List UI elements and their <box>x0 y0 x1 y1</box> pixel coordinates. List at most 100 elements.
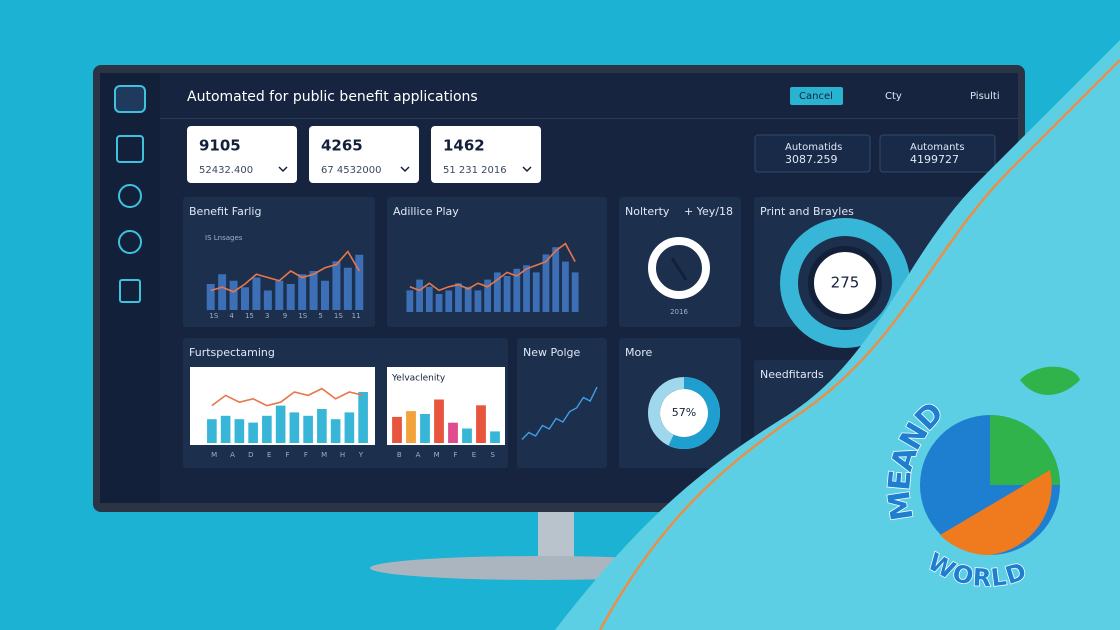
logo-leaf <box>1020 366 1080 395</box>
summary-label: Automants <box>910 142 965 153</box>
x-label: B <box>397 451 402 459</box>
stat-value: 9105 <box>199 137 241 155</box>
chevron <box>278 166 288 173</box>
donut-inner <box>808 246 882 320</box>
gauge-ring <box>648 237 710 299</box>
x-label: E <box>472 451 476 459</box>
bar <box>355 254 364 310</box>
x-label: 15 <box>245 312 254 320</box>
bar <box>206 284 215 310</box>
bar <box>263 290 272 310</box>
stat-card <box>309 126 419 183</box>
bar <box>490 431 500 443</box>
bar <box>330 419 341 443</box>
stat-sub: 67 4532000 <box>321 165 381 176</box>
bar <box>445 290 453 312</box>
stat-value: 4265 <box>321 137 363 155</box>
logo-land <box>990 415 1060 485</box>
bar <box>229 280 238 310</box>
donut-hole <box>660 389 708 437</box>
x-label: A <box>230 451 235 459</box>
x-label: M <box>434 451 440 459</box>
bar <box>303 415 313 443</box>
card-title: Yelvaclenity <box>391 374 446 384</box>
x-label: D <box>248 451 253 459</box>
panel-caption: 2016 <box>670 308 688 316</box>
summary-box <box>754 134 871 173</box>
bar <box>392 416 402 443</box>
x-label: M <box>321 451 327 459</box>
header-title: Automated for public benefit application… <box>187 89 478 105</box>
gauge-hand <box>670 257 688 281</box>
x-label: 4 <box>229 312 234 320</box>
button-label[interactable]: Cancel <box>799 91 833 102</box>
panel-tag: + Yey/18 <box>684 205 733 218</box>
summary-label: Automatids <box>785 142 842 153</box>
summary-value: 3087.259 <box>785 153 838 166</box>
button-label[interactable]: Cty <box>885 91 902 102</box>
panel-title: More <box>625 346 653 359</box>
trend-line <box>211 387 364 407</box>
x-label: 3 <box>265 312 269 320</box>
header-divider <box>160 118 1018 119</box>
donut-label: 57% <box>672 406 696 419</box>
x-label: 1S <box>209 312 218 320</box>
bar <box>275 280 284 310</box>
panel-title: Furtspectaming <box>189 346 275 359</box>
bar <box>532 272 540 312</box>
x-label: Y <box>358 451 364 459</box>
bar <box>464 286 472 312</box>
panel-title: New Polge <box>523 346 580 359</box>
panel-title: Adillice Play <box>393 205 459 218</box>
panel-title: Needfitards <box>760 368 824 381</box>
stat-value: 1462 <box>443 137 485 155</box>
x-label: E <box>267 451 271 459</box>
x-label: F <box>304 451 308 459</box>
bar <box>448 422 458 443</box>
bar <box>434 399 444 443</box>
summary-value: 4199727 <box>910 153 959 166</box>
button-label[interactable]: Pisulti <box>970 91 1000 102</box>
cancel-button[interactable] <box>790 87 843 105</box>
panel-subtitle: IS Lnsages <box>205 234 243 242</box>
bar <box>406 290 414 312</box>
x-label: 11 <box>352 312 361 320</box>
bar <box>275 405 286 443</box>
x-label: M <box>211 451 217 459</box>
bar <box>220 415 231 443</box>
donut-value: 275 <box>831 274 860 292</box>
bar <box>207 419 217 443</box>
x-label: F <box>285 451 289 459</box>
bar <box>484 279 492 312</box>
bar <box>493 272 501 312</box>
x-label: 1S <box>298 312 307 320</box>
bar <box>343 267 352 310</box>
stat-sub: 51 231 2016 <box>443 165 507 176</box>
x-label: H <box>340 451 345 459</box>
bar <box>317 409 327 443</box>
panel-title: Nolterty <box>625 205 670 218</box>
summary-box <box>879 134 996 173</box>
trend-line <box>210 250 360 293</box>
orange-curve <box>598 59 1120 630</box>
bar <box>218 274 227 310</box>
x-label: 9 <box>283 312 287 320</box>
bar <box>332 261 341 310</box>
bar <box>309 271 318 310</box>
bar <box>234 419 245 443</box>
bar <box>344 412 355 443</box>
x-label: S <box>490 451 495 459</box>
x-label: 5 <box>318 312 322 320</box>
bar <box>406 411 416 443</box>
bar <box>542 254 550 312</box>
bar <box>358 392 368 443</box>
sidebar-icons <box>114 85 146 303</box>
panel <box>619 197 741 327</box>
bar <box>425 286 433 312</box>
bar <box>503 276 511 312</box>
bar <box>298 274 307 310</box>
bar <box>262 415 272 443</box>
bar <box>286 284 295 310</box>
